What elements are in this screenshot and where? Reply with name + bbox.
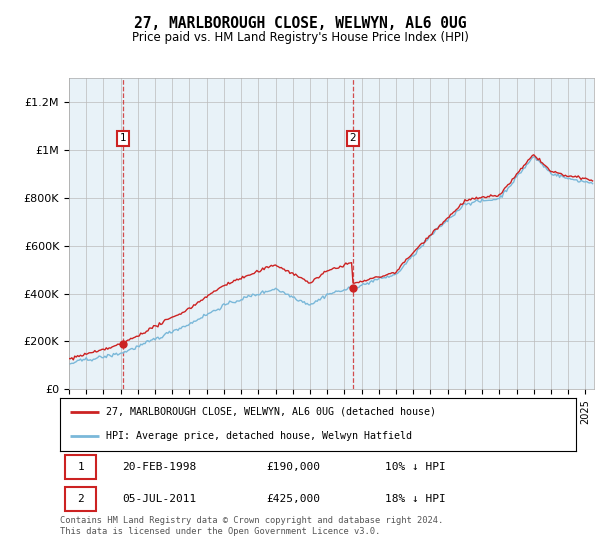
Text: 20-FEB-1998: 20-FEB-1998: [122, 462, 196, 472]
FancyBboxPatch shape: [65, 487, 96, 511]
Text: Contains HM Land Registry data © Crown copyright and database right 2024.
This d: Contains HM Land Registry data © Crown c…: [60, 516, 443, 536]
Text: 1: 1: [77, 462, 84, 472]
Text: 2: 2: [350, 133, 356, 143]
Text: 10% ↓ HPI: 10% ↓ HPI: [385, 462, 446, 472]
Text: 18% ↓ HPI: 18% ↓ HPI: [385, 494, 446, 504]
Text: £425,000: £425,000: [266, 494, 320, 504]
Text: 05-JUL-2011: 05-JUL-2011: [122, 494, 196, 504]
Text: 27, MARLBOROUGH CLOSE, WELWYN, AL6 0UG (detached house): 27, MARLBOROUGH CLOSE, WELWYN, AL6 0UG (…: [106, 407, 436, 417]
Text: 1: 1: [119, 133, 126, 143]
Text: 2: 2: [77, 494, 84, 504]
Text: HPI: Average price, detached house, Welwyn Hatfield: HPI: Average price, detached house, Welw…: [106, 431, 412, 441]
Text: 27, MARLBOROUGH CLOSE, WELWYN, AL6 0UG: 27, MARLBOROUGH CLOSE, WELWYN, AL6 0UG: [134, 16, 466, 31]
FancyBboxPatch shape: [65, 455, 96, 479]
Text: Price paid vs. HM Land Registry's House Price Index (HPI): Price paid vs. HM Land Registry's House …: [131, 31, 469, 44]
Text: £190,000: £190,000: [266, 462, 320, 472]
